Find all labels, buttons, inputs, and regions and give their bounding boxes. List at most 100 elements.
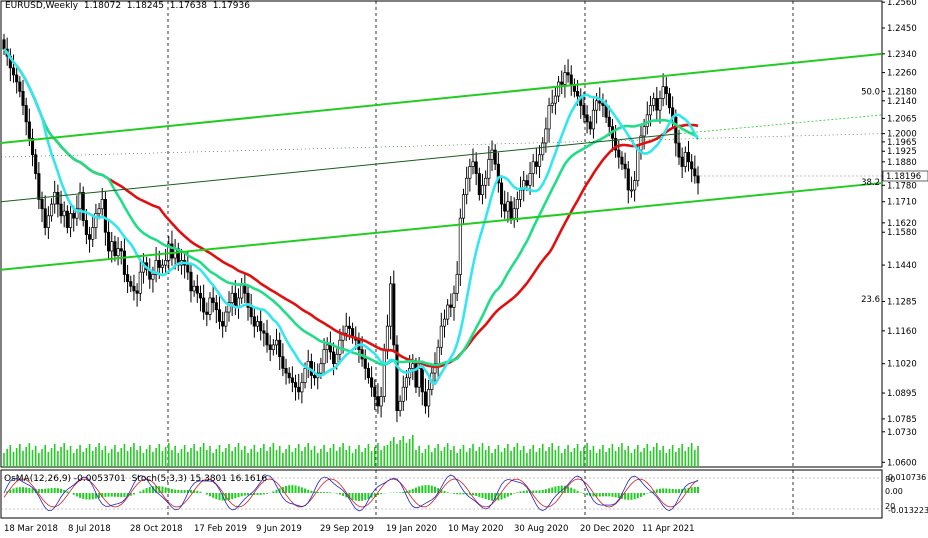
- volume-bar: [266, 451, 268, 467]
- channel-lower-line: [0, 181, 883, 271]
- osma-bar: [677, 489, 680, 493]
- candle: [268, 344, 272, 350]
- volume-bar: [126, 451, 129, 467]
- osma-bar: [418, 486, 421, 493]
- volume-bar: [164, 447, 167, 467]
- candle: [534, 161, 538, 167]
- volume-bar: [440, 451, 443, 467]
- fibo-label: 50.0: [861, 87, 880, 97]
- volume-bar: [497, 445, 500, 467]
- fibo-50-guide: [0, 133, 883, 158]
- osma-bar: [6, 491, 9, 493]
- candle: [395, 344, 399, 412]
- candle: [436, 346, 440, 365]
- osma-bar: [98, 493, 101, 499]
- candle: [94, 213, 98, 228]
- candle: [648, 105, 653, 116]
- candle: [322, 349, 326, 365]
- volume-bar: [101, 450, 104, 467]
- current-price-box: [882, 170, 928, 182]
- volume-bar: [85, 448, 88, 467]
- candle: [566, 72, 570, 76]
- candle: [411, 363, 415, 369]
- volume-bar: [503, 448, 506, 467]
- volume-bar: [627, 446, 630, 467]
- candle: [633, 180, 637, 191]
- volume-bar: [114, 445, 116, 467]
- osma-bar: [243, 493, 246, 496]
- osma-bar: [234, 493, 237, 499]
- candle: [423, 391, 428, 407]
- osma-bar: [405, 491, 408, 493]
- osma-bar: [117, 493, 120, 497]
- candle: [392, 283, 396, 346]
- osma-bar: [611, 493, 614, 497]
- volume-bar: [598, 449, 601, 467]
- volume-bar: [687, 447, 690, 467]
- osma-bar: [47, 488, 50, 493]
- time-tick-label: 19 Jan 2020: [386, 524, 437, 534]
- osma-bar: [354, 493, 357, 501]
- osma-bar: [155, 485, 158, 493]
- volume-bar: [63, 443, 66, 467]
- volume-bar: [269, 447, 271, 467]
- osma-bar: [180, 490, 183, 493]
- osma-bar: [15, 487, 18, 493]
- volume-bar: [95, 447, 97, 467]
- candle: [487, 159, 491, 179]
- candle: [585, 114, 589, 123]
- candle: [452, 292, 456, 308]
- candle: [595, 100, 599, 111]
- volume-bar: [123, 444, 126, 467]
- osma-bar: [452, 493, 455, 494]
- candle: [129, 281, 133, 287]
- volume-bar: [671, 445, 674, 467]
- osma-bar: [655, 489, 658, 493]
- volume-bar: [415, 450, 417, 467]
- volume-bar: [678, 448, 680, 467]
- candle: [132, 285, 136, 292]
- volume-bar: [177, 453, 180, 467]
- volume-bar: [28, 443, 31, 467]
- volume-bar: [225, 448, 227, 467]
- candle: [271, 344, 275, 350]
- candle: [645, 114, 649, 127]
- osma-bar: [503, 493, 506, 499]
- price-tick-label: 1.1710: [887, 198, 917, 208]
- osma-bar: [592, 493, 595, 497]
- candle: [81, 191, 85, 221]
- indicator-tick-label: 20: [885, 502, 895, 511]
- osma-bar: [266, 493, 269, 494]
- candle: [655, 98, 659, 111]
- volume-bar: [57, 451, 59, 467]
- volume-bar: [411, 435, 414, 467]
- volume-bar: [469, 448, 471, 467]
- osma-bar: [256, 493, 259, 495]
- volume-bar: [47, 452, 50, 467]
- stoch-label: Stoch(5,3,3) 15.3801 16.1616: [131, 474, 268, 484]
- volume-bar: [367, 444, 370, 467]
- low-value: 1.17638: [169, 1, 207, 11]
- osma-bar: [212, 493, 215, 498]
- candle: [157, 260, 161, 268]
- osma-bar: [294, 485, 297, 493]
- ma-fast-line: [3, 48, 700, 386]
- osma-bar: [145, 488, 148, 493]
- volume-bar: [69, 446, 72, 467]
- osma-bar: [548, 488, 551, 493]
- chart-header: EURUSD,Weekly 1.18072 1.18245 1.17638 1.…: [5, 1, 250, 11]
- candle: [465, 177, 469, 196]
- osma-bar: [262, 493, 265, 495]
- volume-bar: [554, 450, 557, 467]
- volume-bar: [180, 449, 183, 467]
- candle: [59, 203, 63, 217]
- volume-bar: [595, 453, 598, 467]
- volume-bar: [383, 446, 386, 467]
- osma-bar: [193, 490, 196, 493]
- osma-bar: [399, 492, 402, 493]
- osma-bar: [126, 493, 129, 497]
- volume-bar: [15, 448, 18, 467]
- candle: [664, 86, 668, 95]
- volume-bar: [250, 449, 252, 467]
